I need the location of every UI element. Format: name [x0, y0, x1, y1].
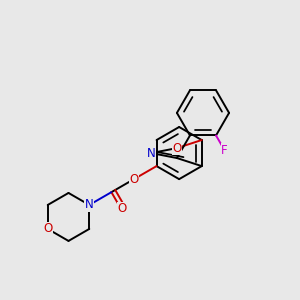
- Text: O: O: [43, 222, 52, 236]
- Text: O: O: [129, 172, 139, 186]
- Text: N: N: [85, 199, 93, 212]
- Text: O: O: [118, 202, 127, 215]
- Text: N: N: [85, 198, 94, 212]
- Text: N: N: [147, 147, 156, 160]
- Text: O: O: [172, 142, 182, 154]
- Text: F: F: [221, 144, 228, 157]
